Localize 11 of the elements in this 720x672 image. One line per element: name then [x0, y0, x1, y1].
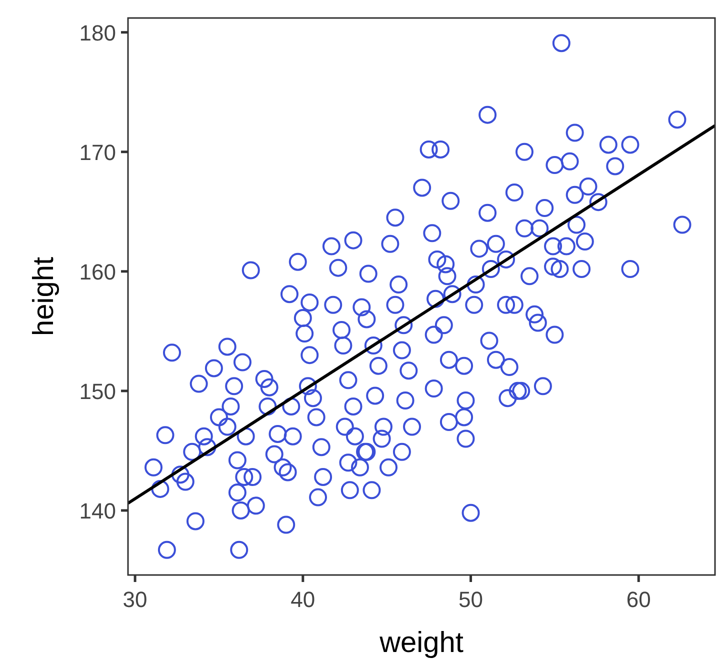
x-tick-label: 30: [122, 587, 148, 612]
x-tick-label: 40: [290, 587, 316, 612]
y-tick-label: 170: [79, 140, 116, 165]
y-tick-label: 180: [79, 20, 116, 46]
y-tick-label: 160: [79, 259, 116, 284]
x-tick-label: 60: [626, 587, 651, 612]
y-tick-label: 150: [79, 378, 116, 404]
x-tick-label: 50: [458, 587, 484, 612]
y-axis-title: height: [28, 256, 60, 336]
y-tick-label: 140: [79, 498, 116, 524]
x-axis-title: weight: [378, 627, 464, 659]
